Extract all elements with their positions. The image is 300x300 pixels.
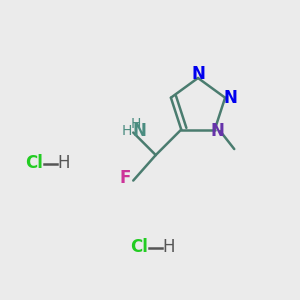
Text: N: N: [132, 122, 146, 140]
Text: N: N: [191, 65, 205, 83]
Text: H: H: [163, 238, 175, 256]
Text: H: H: [58, 154, 70, 172]
Text: N: N: [211, 122, 225, 140]
Text: H: H: [130, 117, 141, 130]
Text: H: H: [122, 124, 132, 138]
Text: F: F: [119, 169, 130, 187]
Text: N: N: [224, 89, 237, 107]
Text: Cl: Cl: [130, 238, 148, 256]
Text: Cl: Cl: [26, 154, 44, 172]
